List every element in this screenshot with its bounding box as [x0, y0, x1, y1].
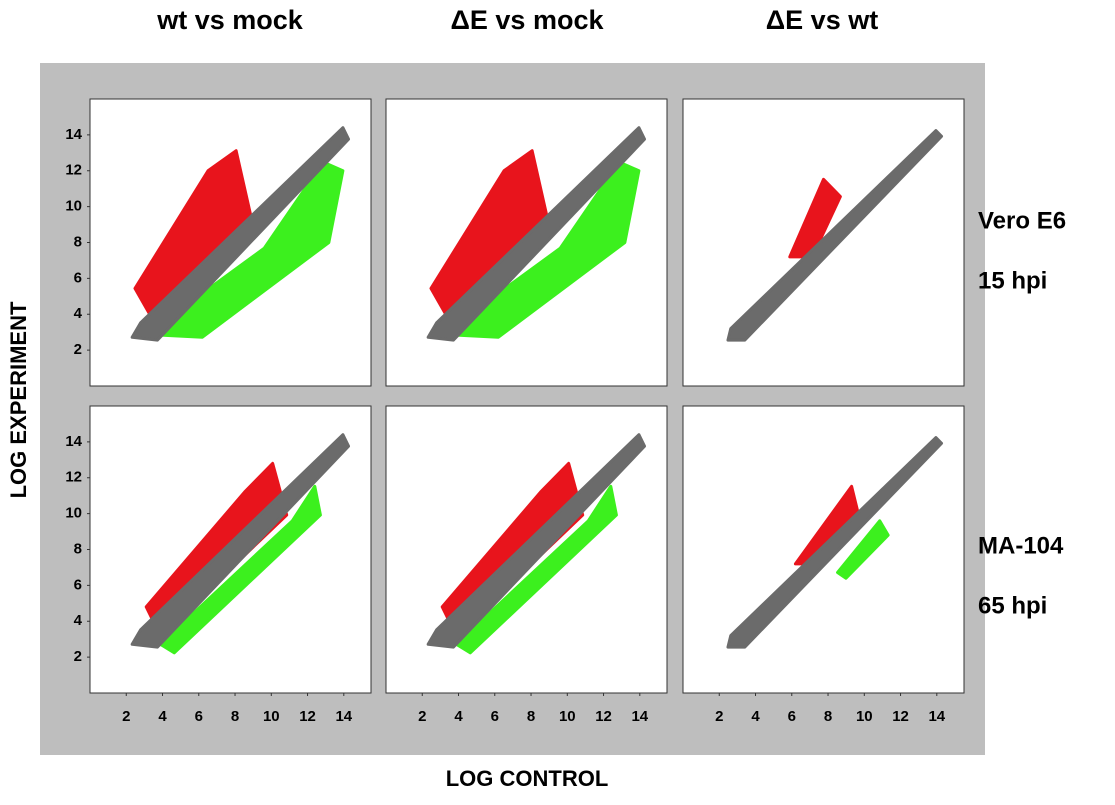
- unchanged-cloud: [130, 126, 351, 342]
- x-tick-label: 6: [195, 708, 203, 725]
- x-tick-label: 12: [595, 708, 612, 725]
- x-axis-label: LOG CONTROL: [446, 766, 609, 791]
- column-title: wt vs mock: [156, 5, 304, 35]
- x-tick-label: 10: [559, 708, 576, 725]
- unchanged-cloud: [726, 129, 944, 342]
- y-tick-label: 12: [65, 162, 82, 179]
- down-regulated-cloud: [440, 160, 641, 339]
- x-tick-label: 14: [335, 708, 352, 725]
- y-tick-label: 12: [65, 469, 82, 486]
- x-tick-label: 14: [631, 708, 648, 725]
- column-title: ΔE vs mock: [451, 5, 605, 35]
- unchanged-cloud: [726, 436, 944, 649]
- x-tick-label: 4: [454, 708, 463, 725]
- y-tick-label: 2: [74, 341, 82, 358]
- x-tick-label: 6: [788, 708, 796, 725]
- y-tick-label: 2: [74, 648, 82, 665]
- x-tick-label: 12: [892, 708, 909, 725]
- y-axis-label: LOG EXPERIMENT: [6, 301, 31, 498]
- y-tick-label: 8: [74, 233, 82, 250]
- x-tick-label: 8: [231, 708, 239, 725]
- x-tick-label: 14: [928, 708, 945, 725]
- row-label: 65 hpi: [978, 592, 1047, 619]
- row-label: MA-104: [978, 532, 1064, 559]
- y-tick-label: 14: [65, 433, 82, 450]
- row-label: 15 hpi: [978, 267, 1047, 294]
- x-tick-label: 4: [158, 708, 167, 725]
- x-tick-label: 2: [715, 708, 723, 725]
- x-tick-label: 2: [418, 708, 426, 725]
- unchanged-cloud: [426, 433, 647, 649]
- x-tick-label: 12: [299, 708, 316, 725]
- down-regulated-cloud: [454, 484, 618, 655]
- y-tick-label: 4: [74, 305, 83, 322]
- x-tick-label: 10: [856, 708, 873, 725]
- row-label: Vero E6: [978, 207, 1066, 234]
- down-regulated-cloud: [144, 160, 345, 339]
- x-tick-label: 8: [824, 708, 832, 725]
- y-tick-label: 6: [74, 576, 82, 593]
- y-tick-label: 14: [65, 126, 82, 143]
- x-tick-label: 2: [122, 708, 130, 725]
- down-regulated-cloud: [836, 519, 890, 580]
- x-tick-label: 10: [263, 708, 280, 725]
- y-tick-label: 10: [65, 198, 82, 215]
- x-tick-label: 6: [491, 708, 499, 725]
- x-tick-label: 4: [751, 708, 760, 725]
- x-tick-label: 8: [527, 708, 535, 725]
- column-title: ΔE vs wt: [766, 5, 878, 35]
- y-tick-label: 4: [74, 612, 83, 629]
- y-tick-label: 10: [65, 505, 82, 522]
- down-regulated-cloud: [158, 484, 322, 655]
- unchanged-cloud: [130, 433, 351, 649]
- y-tick-label: 8: [74, 540, 82, 557]
- unchanged-cloud: [426, 126, 647, 342]
- y-tick-label: 6: [74, 269, 82, 286]
